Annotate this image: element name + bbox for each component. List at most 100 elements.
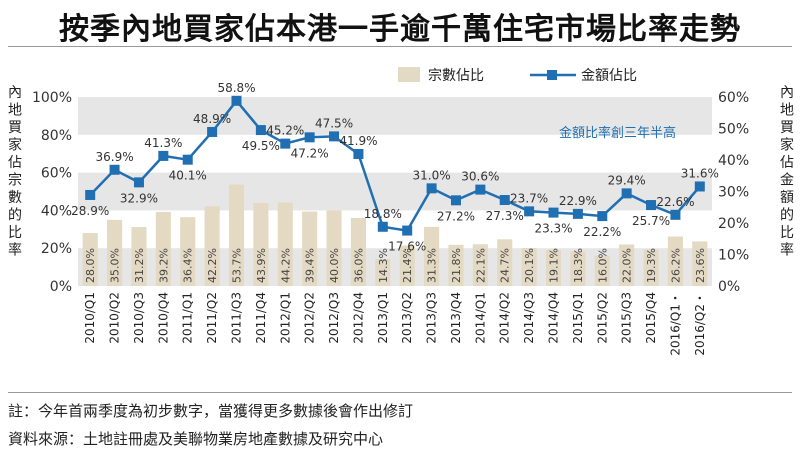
x-tick-label: 2011/Q4 — [254, 292, 268, 344]
line-value-label: 32.9% — [120, 191, 158, 205]
line-point — [450, 195, 461, 206]
line-value-label: 27.3% — [486, 209, 524, 223]
footer-divider — [8, 392, 792, 393]
y-left-tick-label: 40% — [41, 203, 72, 219]
bar-value-label: 19.3% — [645, 248, 658, 283]
y-left-label-char: 地 — [8, 103, 22, 119]
x-tick-label: 2012/Q3 — [327, 292, 341, 344]
x-tick-label: 2010/Q3 — [132, 292, 146, 344]
y-left-label-char: 率 — [8, 242, 22, 259]
chart-annotation: 金額比率創三年半高 — [559, 125, 676, 141]
line-value-label: 30.6% — [461, 170, 499, 184]
bar — [667, 236, 683, 286]
bar-value-label: 22.0% — [621, 248, 634, 283]
bar-value-label: 24.7% — [499, 248, 512, 283]
bar — [521, 248, 537, 286]
line-point — [158, 150, 169, 161]
bar-value-label: 20.1% — [523, 248, 536, 283]
bar — [570, 251, 586, 286]
y-axis-right-ticks: 0% 10% 20% 30% 40% 50% 60% — [718, 90, 749, 295]
line-point — [499, 195, 510, 206]
line-value-labels: 28.9% 36.9% 32.9% 41.3% 40.1% 48.9% 58.8% 49.5%… — [71, 81, 719, 254]
y-left-label-char: 數 — [8, 190, 22, 206]
line-point — [255, 125, 266, 136]
grid-band — [78, 172, 712, 211]
y-right-tick-label: 50% — [718, 122, 749, 138]
y-left-tick-label: 60% — [41, 166, 72, 182]
line-point — [353, 149, 364, 160]
x-tick-label: 2014/Q4 — [547, 292, 561, 344]
y-right-label-char: 地 — [780, 103, 794, 119]
line-point — [475, 184, 486, 195]
line-point — [426, 183, 437, 194]
bar — [228, 184, 245, 286]
bar-value-label: 21.4% — [401, 248, 414, 283]
bar-value-label: 31.2% — [133, 248, 146, 283]
line-point — [207, 126, 218, 137]
line-value-label: 22.2% — [583, 225, 621, 239]
x-tick-label: 2013/Q2 — [400, 292, 414, 344]
line-value-label: 41.3% — [144, 136, 182, 150]
bar-value-label: 31.3% — [426, 248, 439, 283]
line-value-label: 29.4% — [608, 173, 646, 187]
line-point — [280, 138, 291, 149]
bar — [545, 249, 562, 286]
x-tick-label: 2013/Q4 — [449, 292, 463, 344]
bar — [155, 211, 171, 286]
y-left-label-char: 買 — [8, 120, 22, 136]
x-tick-label: 2014/Q3 — [522, 292, 536, 344]
line-value-label: 22.9% — [559, 194, 597, 208]
bar-value-label: 21.8% — [450, 248, 463, 283]
line-value-label: 17.6% — [388, 240, 426, 254]
y-right-tick-label: 60% — [718, 90, 749, 106]
line-value-label: 48.9% — [193, 112, 231, 126]
bar — [180, 217, 196, 286]
x-tick-label: 2010/Q4 — [156, 292, 170, 344]
line-point — [548, 207, 559, 218]
y-left-label-char: 宗 — [8, 173, 22, 189]
x-axis-ticks: 2010/Q1 2010/Q2 2010/Q3 2010/Q4 2011/Q1 2011/… — [83, 292, 707, 356]
bar-value-label: 42.2% — [206, 248, 219, 283]
x-tick-label: 2010/Q2 — [108, 292, 122, 344]
bar-value-label: 53.7% — [231, 248, 244, 283]
bar-value-label: 22.1% — [474, 248, 487, 283]
line-value-label: 36.9% — [96, 150, 134, 164]
bar-value-label: 36.0% — [352, 248, 365, 283]
bar — [277, 202, 293, 286]
y-left-label-char: 內 — [8, 85, 22, 101]
legend-bar-label: 宗數佔比 — [428, 68, 484, 84]
line-point — [646, 200, 657, 211]
x-tick-label: 2011/Q1 — [181, 292, 195, 344]
line-value-label: 41.9% — [339, 134, 377, 148]
bar-value-label: 16.0% — [596, 248, 609, 283]
bar-value-label: 23.6% — [694, 248, 707, 283]
y-right-tick-label: 20% — [718, 216, 749, 232]
bar — [692, 241, 708, 286]
line-point — [304, 132, 315, 143]
chart-svg: 28.0% 35.0% 31.2% 39.2% 36.4% 42.2% 53.7% 43.9%… — [8, 67, 794, 356]
y-left-tick-label: 100% — [32, 90, 72, 106]
x-tick-label: 2016/Q1・ — [668, 292, 682, 356]
x-tick-label: 2015/Q3 — [620, 292, 634, 344]
grid-band — [78, 248, 712, 286]
line-point — [85, 189, 96, 200]
x-tick-label: 2015/Q1 — [571, 292, 585, 344]
bar-value-label: 39.2% — [157, 248, 170, 283]
y-left-tick-label: 80% — [41, 128, 72, 144]
line-point — [572, 208, 583, 219]
bar-value-label: 28.0% — [84, 248, 97, 283]
x-tick-label: 2012/Q4 — [351, 292, 365, 344]
bar — [424, 226, 440, 286]
y-left-label-char: 佔 — [8, 155, 22, 171]
y-left-tick-label: 0% — [50, 279, 72, 295]
line-point — [597, 211, 608, 222]
line-value-label: 23.3% — [534, 222, 572, 236]
y-right-label-char: 家 — [780, 137, 794, 154]
bar — [448, 244, 464, 286]
bar — [131, 227, 147, 286]
x-tick-label: 2012/Q1 — [278, 292, 292, 344]
y-right-tick-label: 0% — [718, 279, 740, 295]
line-value-label: 18.8% — [364, 207, 402, 221]
bar-value-label: 39.4% — [304, 248, 317, 283]
bar-value-label: 43.9% — [255, 248, 268, 283]
